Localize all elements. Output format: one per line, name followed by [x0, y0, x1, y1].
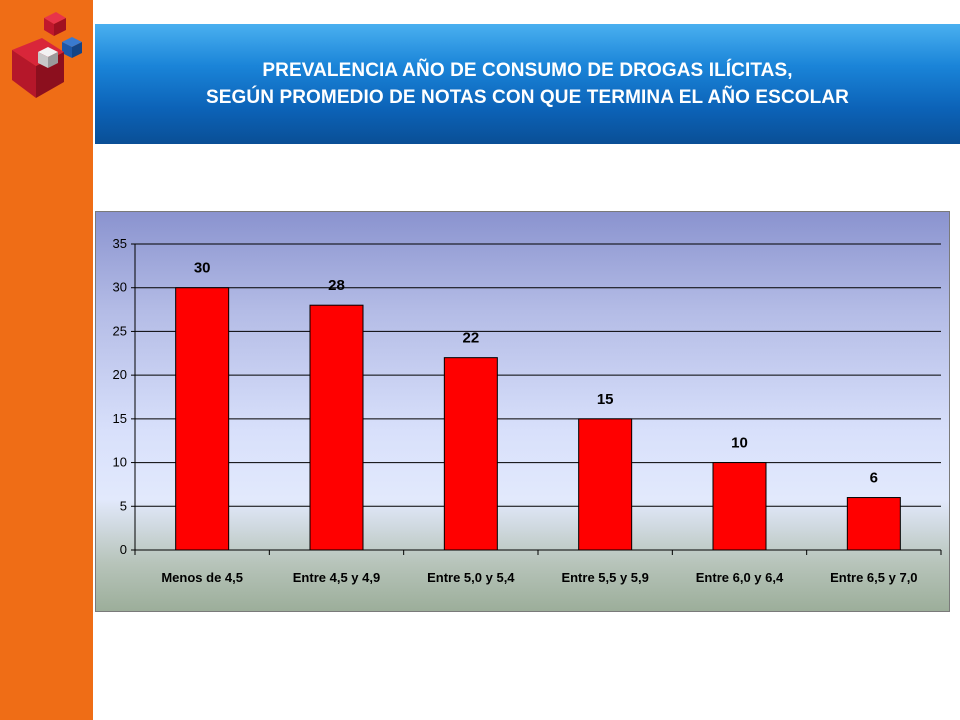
title-banner: PREVALENCIA AÑO DE CONSUMO DE DROGAS ILÍ…: [95, 24, 960, 144]
data-label: 6: [870, 470, 878, 487]
chart-area: 0 5 10 15 20 25 30 35 30 Menos de 4,5 28 Entre 4,5 …: [95, 211, 950, 612]
logo-cubes-icon: [12, 12, 82, 98]
title-line-2: SEGÚN PROMEDIO DE NOTAS CON QUE TERMINA …: [206, 87, 849, 108]
category-label: Entre 6,5 y 7,0: [830, 570, 917, 585]
y-tick-label: 10: [113, 455, 127, 470]
title-line-1: PREVALENCIA AÑO DE CONSUMO DE DROGAS ILÍ…: [262, 60, 793, 81]
category-label: Entre 5,0 y 5,4: [427, 570, 515, 585]
bar: [175, 287, 230, 551]
category-label: Entre 6,0 y 6,4: [696, 570, 784, 585]
bar: [578, 418, 633, 551]
y-tick-label: 30: [113, 280, 127, 295]
data-label: 22: [462, 330, 479, 347]
data-label: 30: [194, 260, 211, 277]
category-label: Menos de 4,5: [161, 570, 243, 585]
bar-chart: 0 5 10 15 20 25 30 35 30 Menos de 4,5 28 Entre 4,5 …: [113, 236, 942, 585]
bar: [846, 497, 901, 551]
y-tick-label: 35: [113, 236, 127, 251]
y-tick-label: 5: [120, 498, 127, 513]
data-label: 28: [328, 277, 345, 294]
data-label: 15: [597, 391, 614, 408]
left-orange-sidebar: [0, 0, 93, 720]
y-tick-label: 25: [113, 323, 127, 338]
bar: [309, 304, 364, 551]
data-label: 10: [731, 435, 748, 452]
bar: [712, 462, 767, 551]
y-tick-label: 20: [113, 367, 127, 382]
category-label: Entre 5,5 y 5,9: [561, 570, 648, 585]
bar: [443, 357, 498, 551]
y-tick-label: 15: [113, 411, 127, 426]
y-tick-label: 0: [120, 542, 127, 557]
category-label: Entre 4,5 y 4,9: [293, 570, 380, 585]
